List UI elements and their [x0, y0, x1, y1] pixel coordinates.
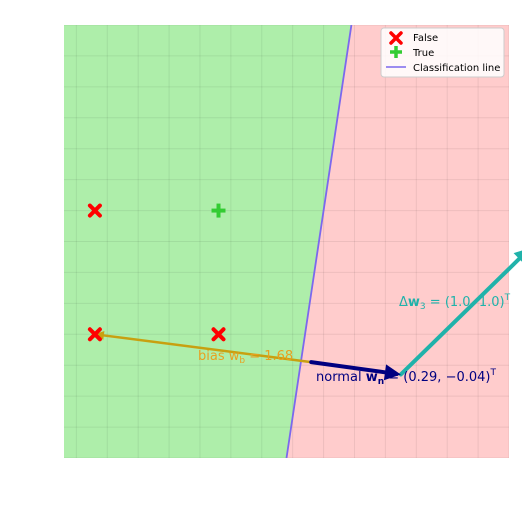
legend-box [380, 27, 505, 78]
bias-vector-head [94, 330, 105, 340]
plot-area [64, 25, 509, 458]
false-marker-point [87, 327, 102, 342]
delta-annotation: Δw3 = (1.0, 1.0)T [399, 293, 511, 312]
false-marker-point [87, 203, 102, 218]
grid [64, 25, 509, 458]
true-marker-point [211, 203, 226, 218]
legend-false-label: False [413, 33, 438, 44]
false-region [286, 25, 509, 458]
legend: False True Classification line [380, 27, 505, 78]
bias-vector [94, 330, 313, 364]
delta-vector-head [513, 250, 522, 262]
normal-vector [309, 360, 401, 381]
legend-true-label: True [412, 48, 434, 59]
legend-false-marker-icon [389, 31, 403, 45]
markers [87, 203, 226, 342]
classification-line [285, 25, 353, 458]
bias-vector-shaft [102, 334, 313, 364]
normal-annotation: normal wn = (0.29, −0.04)T [316, 368, 496, 387]
delta-vector [398, 250, 522, 377]
legend-line-label: Classification line [413, 63, 500, 74]
false-marker-point [211, 327, 226, 342]
bias-annotation: bias wb = 1.68 [198, 349, 293, 366]
legend-true-marker-icon [390, 46, 402, 58]
vectors [94, 250, 522, 381]
true-region [64, 25, 352, 458]
delta-vector-shaft [398, 256, 522, 377]
normal-vector-head [383, 364, 401, 381]
normal-vector-shaft [309, 360, 387, 375]
